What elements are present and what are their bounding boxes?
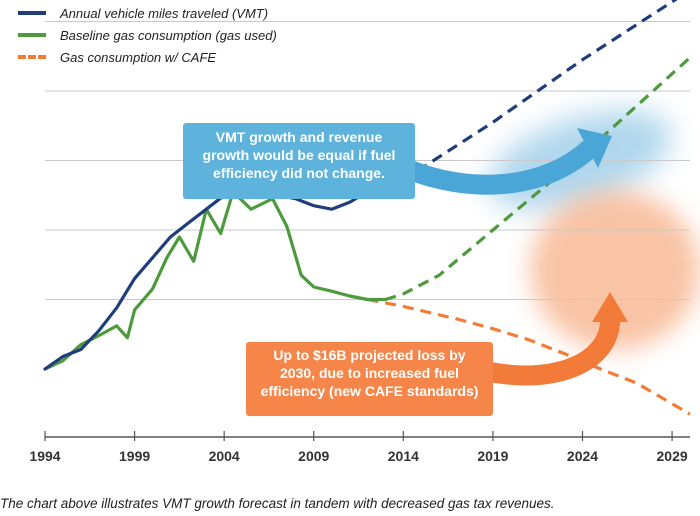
legend-swatch-baseline (18, 33, 46, 37)
x-tick-label-2014: 2014 (388, 448, 419, 464)
x-tick-label-1999: 1999 (119, 448, 150, 464)
series-line-0 (43, 185, 387, 371)
revenue-loss-callout: Up to $16B projected loss by 2030, due t… (246, 342, 493, 416)
legend-swatch-cafe (18, 55, 46, 59)
x-tick-label-2009: 2009 (298, 448, 329, 464)
chart-caption: The chart above illustrates VMT growth f… (0, 496, 555, 511)
x-tick-label-2019: 2019 (477, 448, 508, 464)
orange-arrowhead (592, 292, 628, 322)
orange-callout-arrow (488, 319, 620, 386)
series-line-1 (384, 0, 678, 189)
legend-item-baseline: Baseline gas consumption (gas used) (18, 24, 277, 46)
series-line-4 (367, 297, 691, 416)
x-tick-label-1994: 1994 (29, 448, 60, 464)
legend-swatch-vmt (18, 11, 46, 15)
legend-label-cafe: Gas consumption w/ CAFE (60, 49, 217, 65)
legend-label-baseline: Baseline gas consumption (gas used) (60, 27, 277, 43)
x-tick-label-2029: 2029 (657, 448, 688, 464)
vmt-growth-callout: VMT growth and revenue growth would be e… (183, 123, 415, 199)
legend-item-cafe: Gas consumption w/ CAFE (18, 46, 277, 68)
blue-callout-arrow (401, 140, 597, 195)
legend-label-vmt: Annual vehicle miles traveled (VMT) (60, 5, 269, 21)
chart-legend: Annual vehicle miles traveled (VMT) Base… (18, 2, 277, 68)
x-tick-label-2004: 2004 (209, 448, 240, 464)
blue-arrowhead (577, 128, 612, 168)
x-tick-label-2024: 2024 (567, 448, 598, 464)
legend-item-vmt: Annual vehicle miles traveled (VMT) (18, 2, 277, 24)
